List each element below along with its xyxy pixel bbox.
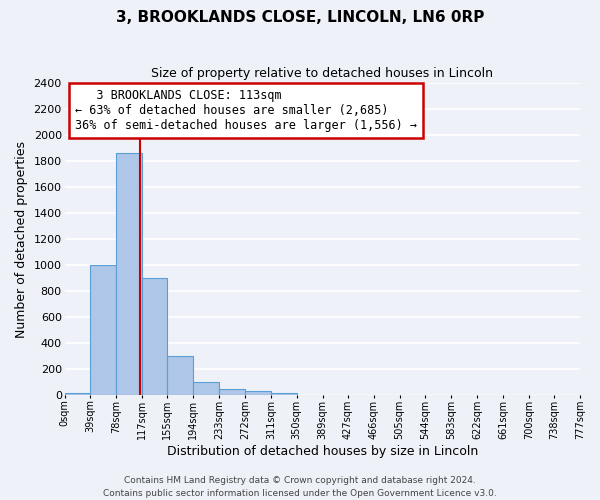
Text: 3, BROOKLANDS CLOSE, LINCOLN, LN6 0RP: 3, BROOKLANDS CLOSE, LINCOLN, LN6 0RP xyxy=(116,10,484,25)
Bar xyxy=(167,356,193,396)
Text: Contains HM Land Registry data © Crown copyright and database right 2024.
Contai: Contains HM Land Registry data © Crown c… xyxy=(103,476,497,498)
Bar xyxy=(271,392,297,396)
Y-axis label: Number of detached properties: Number of detached properties xyxy=(15,140,28,338)
Title: Size of property relative to detached houses in Lincoln: Size of property relative to detached ho… xyxy=(151,68,493,80)
Bar xyxy=(65,392,91,396)
X-axis label: Distribution of detached houses by size in Lincoln: Distribution of detached houses by size … xyxy=(167,444,478,458)
Text: 3 BROOKLANDS CLOSE: 113sqm
← 63% of detached houses are smaller (2,685)
36% of s: 3 BROOKLANDS CLOSE: 113sqm ← 63% of deta… xyxy=(75,90,417,132)
Bar xyxy=(219,390,245,396)
Bar xyxy=(116,152,142,396)
Bar xyxy=(142,278,167,396)
Bar xyxy=(91,264,116,396)
Bar xyxy=(245,392,271,396)
Bar xyxy=(193,382,219,396)
